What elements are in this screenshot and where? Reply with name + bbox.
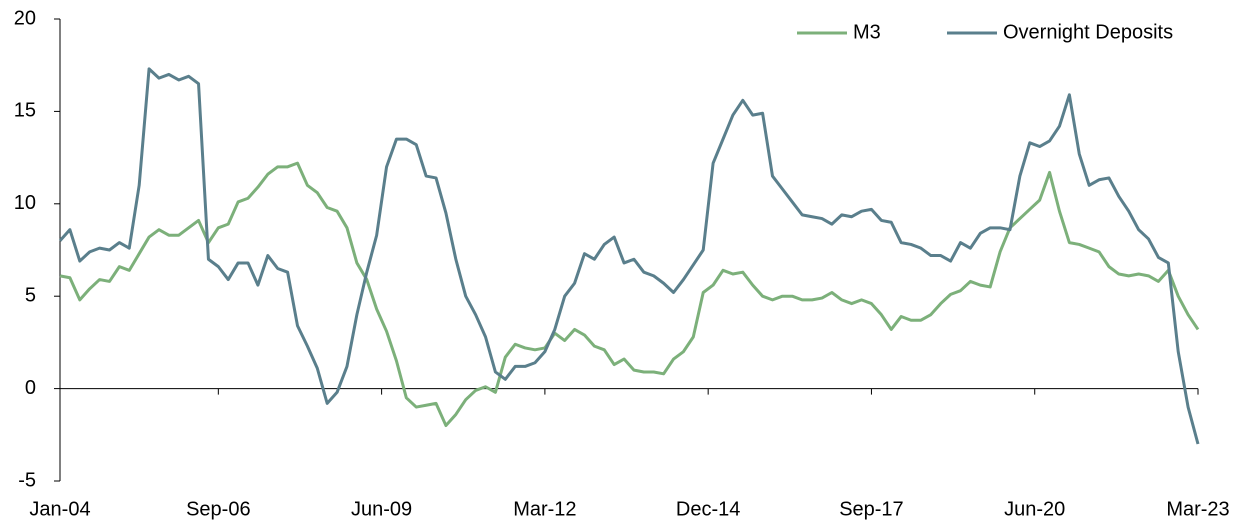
line-series xyxy=(58,67,1200,445)
y-tick-label: -5 xyxy=(18,469,36,491)
line-series xyxy=(59,161,1200,428)
x-tick-label: Sep-06 xyxy=(186,498,251,520)
x-tick-label: Jun-20 xyxy=(1004,498,1065,520)
x-tick-label: Mar-12 xyxy=(513,498,576,520)
legend-label: M3 xyxy=(853,21,881,43)
x-tick-label: Mar-23 xyxy=(1166,498,1229,520)
legend-label: Overnight Deposits xyxy=(1003,21,1173,43)
y-tick-label: 20 xyxy=(14,7,36,29)
x-tick-label: Dec-14 xyxy=(676,498,740,520)
y-tick-label: 10 xyxy=(14,192,36,214)
y-tick-label: 0 xyxy=(25,377,36,399)
y-tick-label: 15 xyxy=(14,100,36,122)
x-tick-label: Jan-04 xyxy=(29,498,90,520)
y-tick-label: 5 xyxy=(25,284,36,306)
x-tick-label: Jun-09 xyxy=(351,498,412,520)
x-tick-label: Sep-17 xyxy=(839,498,904,520)
